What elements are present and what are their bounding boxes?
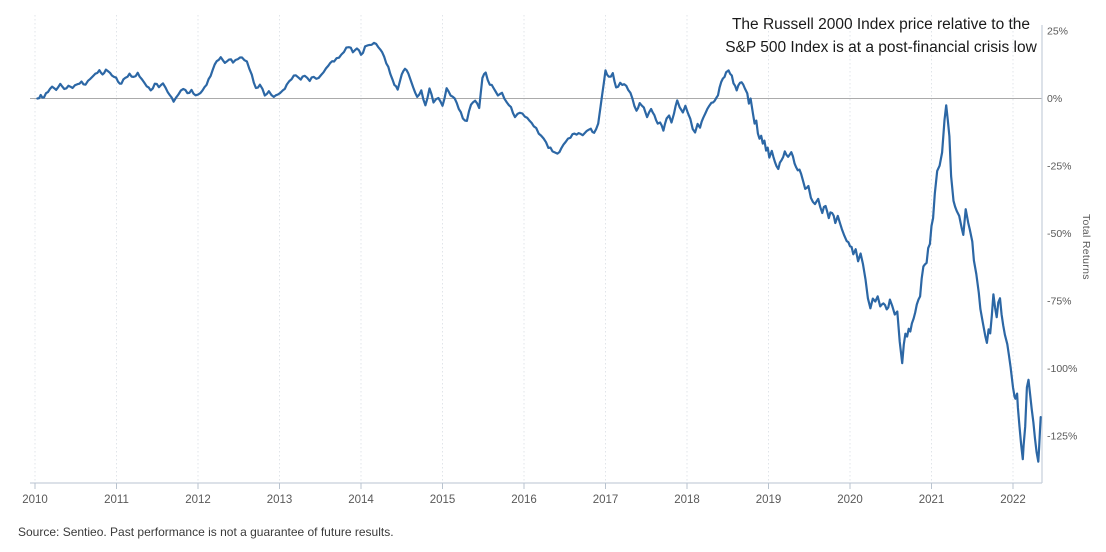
chart-title-line2: S&P 500 Index is at a post-financial cri… xyxy=(725,39,1037,56)
x-tick-label: 2020 xyxy=(837,494,863,506)
y-axis-title: Total Returns xyxy=(1080,214,1092,280)
x-tick-label: 2015 xyxy=(430,494,456,506)
x-tick-label: 2013 xyxy=(267,494,293,506)
x-tick-label: 2017 xyxy=(593,494,619,506)
y-tick-label: -75% xyxy=(1047,296,1072,308)
data-line-series xyxy=(36,41,1042,463)
x-tick-label: 2022 xyxy=(1000,494,1026,506)
y-tick-label: -25% xyxy=(1047,161,1072,173)
x-tick-label: 2010 xyxy=(22,494,48,506)
y-tick-label: 0% xyxy=(1047,93,1062,105)
x-tick-label: 2014 xyxy=(348,494,374,506)
x-tick-label: 2019 xyxy=(756,494,782,506)
x-tick-label: 2012 xyxy=(185,494,211,506)
y-tick-label: -100% xyxy=(1047,363,1077,375)
x-tick-label: 2021 xyxy=(919,494,945,506)
y-tick-label: 25% xyxy=(1047,26,1068,38)
y-tick-label: -50% xyxy=(1047,228,1072,240)
y-tick-label: -125% xyxy=(1047,431,1077,443)
x-tick-label: 2018 xyxy=(674,494,700,506)
source-note: Source: Sentieo. Past performance is not… xyxy=(18,525,394,539)
chart-title: The Russell 2000 Index price relative to… xyxy=(706,13,1056,59)
x-tick-label: 2011 xyxy=(104,494,129,506)
chart-title-line1: The Russell 2000 Index price relative to… xyxy=(731,16,1031,33)
x-tick-label: 2016 xyxy=(511,494,537,506)
